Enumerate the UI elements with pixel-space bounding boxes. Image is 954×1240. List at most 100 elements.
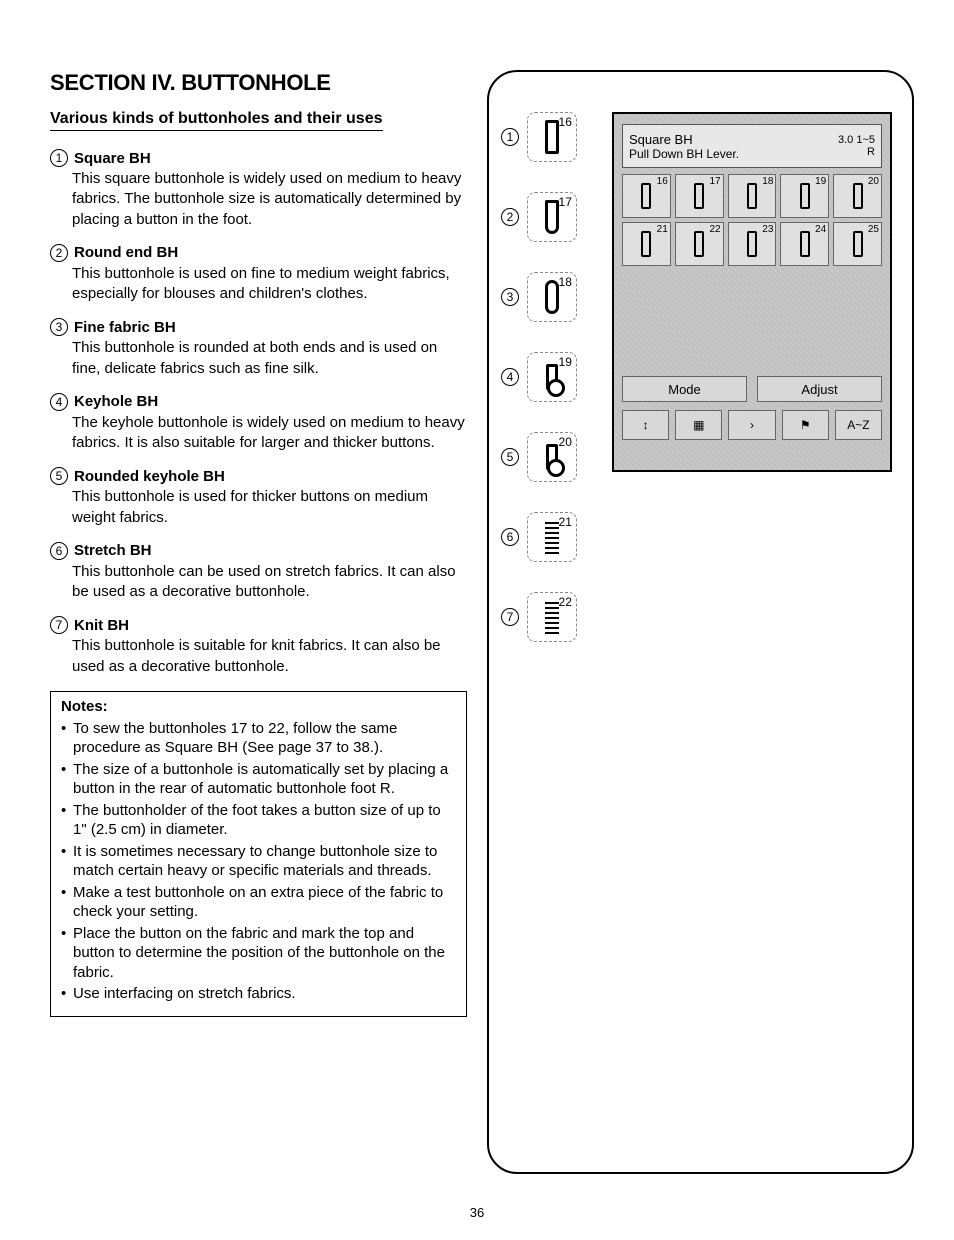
buttonhole-item: 2 Round end BH This buttonhole is used o… xyxy=(50,244,467,305)
stitch-number: 18 xyxy=(762,176,773,187)
buttonhole-shape-icon xyxy=(546,444,558,470)
reference-row: 6 21 xyxy=(501,512,892,562)
bottom-icon-4[interactable]: ⚑ xyxy=(782,410,829,440)
stitch-option[interactable]: 22 xyxy=(675,222,724,266)
note-bullet: Place the button on the fabric and mark … xyxy=(61,924,456,983)
note-bullet: The buttonholder of the foot takes a but… xyxy=(61,801,456,840)
stitch-icon xyxy=(747,183,757,209)
stitch-number: 20 xyxy=(868,176,879,187)
page-number: 36 xyxy=(470,1205,484,1220)
buttonhole-shape-icon xyxy=(545,520,559,554)
note-bullet: Use interfacing on stretch fabrics. xyxy=(61,984,456,1004)
buttonhole-item: 7 Knit BH This buttonhole is suitable fo… xyxy=(50,616,467,677)
stitch-option[interactable]: 25 xyxy=(833,222,882,266)
ref-label: 19 xyxy=(559,355,572,369)
bottom-icon-1[interactable]: ↕ xyxy=(622,410,669,440)
stitch-icon xyxy=(694,231,704,257)
buttonhole-icon-box: 16 xyxy=(527,112,577,162)
stitch-number: 24 xyxy=(815,224,826,235)
stitch-option[interactable]: 21 xyxy=(622,222,671,266)
screen-foot: R xyxy=(867,146,875,158)
screen-hint: Pull Down BH Lever. xyxy=(629,147,739,161)
buttonhole-shape-icon xyxy=(545,120,559,154)
bottom-icon-3[interactable]: › xyxy=(728,410,775,440)
item-title: Stretch BH xyxy=(74,542,152,559)
item-number: 4 xyxy=(50,393,68,411)
buttonhole-icon-box: 22 xyxy=(527,592,577,642)
stitch-option[interactable]: 18 xyxy=(728,174,777,218)
item-title: Fine fabric BH xyxy=(74,319,176,336)
stitch-icon xyxy=(800,183,810,209)
buttonhole-item: 4 Keyhole BH The keyhole buttonhole is w… xyxy=(50,393,467,454)
buttonhole-icon-box: 21 xyxy=(527,512,577,562)
ref-number: 2 xyxy=(501,208,519,226)
stitch-option[interactable]: 23 xyxy=(728,222,777,266)
stitch-option[interactable]: 20 xyxy=(833,174,882,218)
item-description: This buttonhole can be used on stretch f… xyxy=(72,562,467,603)
stitch-grid: 16 17 18 19 20 21 22 23 24 25 xyxy=(622,174,882,266)
ref-number: 5 xyxy=(501,448,519,466)
stitch-number: 25 xyxy=(868,224,879,235)
item-number: 1 xyxy=(50,149,68,167)
buttonhole-item: 5 Rounded keyhole BH This buttonhole is … xyxy=(50,467,467,528)
screen-title: Square BH xyxy=(629,132,739,147)
stitch-icon xyxy=(641,231,651,257)
stitch-number: 21 xyxy=(657,224,668,235)
stitch-number: 23 xyxy=(762,224,773,235)
buttonhole-shape-icon xyxy=(545,600,559,634)
note-bullet: It is sometimes necessary to change butt… xyxy=(61,842,456,881)
reference-row: 7 22 xyxy=(501,592,892,642)
ref-number: 7 xyxy=(501,608,519,626)
ref-label: 22 xyxy=(559,595,572,609)
mode-button[interactable]: Mode xyxy=(622,376,747,402)
stitch-icon xyxy=(800,231,810,257)
item-title: Round end BH xyxy=(74,244,178,261)
ref-number: 6 xyxy=(501,528,519,546)
screen-header: Square BH Pull Down BH Lever. 3.0 1~5 R xyxy=(622,124,882,168)
stitch-icon xyxy=(694,183,704,209)
notes-box: Notes: To sew the buttonholes 17 to 22, … xyxy=(50,691,467,1017)
adjust-button[interactable]: Adjust xyxy=(757,376,882,402)
buttonhole-item: 1 Square BH This square buttonhole is wi… xyxy=(50,149,467,230)
screen-params: 3.0 1~5 xyxy=(838,134,875,146)
buttonhole-icon-box: 18 xyxy=(527,272,577,322)
ref-label: 17 xyxy=(559,195,572,209)
buttonhole-item: 6 Stretch BH This buttonhole can be used… xyxy=(50,542,467,603)
item-title: Rounded keyhole BH xyxy=(74,468,225,485)
item-number: 6 xyxy=(50,542,68,560)
buttonhole-shape-icon xyxy=(546,364,558,390)
stitch-number: 17 xyxy=(709,176,720,187)
subtitle: Various kinds of buttonholes and their u… xyxy=(50,110,383,131)
ref-label: 18 xyxy=(559,275,572,289)
ref-number: 4 xyxy=(501,368,519,386)
az-button[interactable]: A~Z xyxy=(835,410,882,440)
buttonhole-shape-icon xyxy=(545,200,559,234)
buttonhole-shape-icon xyxy=(545,280,559,314)
stitch-option[interactable]: 24 xyxy=(780,222,829,266)
stitch-number: 22 xyxy=(709,224,720,235)
bottom-icon-2[interactable]: ▦ xyxy=(675,410,722,440)
section-title: SECTION IV. BUTTONHOLE xyxy=(50,70,467,96)
lcd-screen: Square BH Pull Down BH Lever. 3.0 1~5 R … xyxy=(612,112,892,472)
stitch-icon xyxy=(747,231,757,257)
stitch-icon xyxy=(641,183,651,209)
item-number: 3 xyxy=(50,318,68,336)
item-description: The keyhole buttonhole is widely used on… xyxy=(72,413,467,454)
item-title: Square BH xyxy=(74,150,151,167)
stitch-option[interactable]: 17 xyxy=(675,174,724,218)
buttonhole-item: 3 Fine fabric BH This buttonhole is roun… xyxy=(50,318,467,379)
item-title: Knit BH xyxy=(74,617,129,634)
buttonhole-icon-box: 17 xyxy=(527,192,577,242)
item-description: This buttonhole is used on fine to mediu… xyxy=(72,264,467,305)
buttonhole-icon-box: 20 xyxy=(527,432,577,482)
page-layout: SECTION IV. BUTTONHOLE Various kinds of … xyxy=(50,70,914,1174)
stitch-icon xyxy=(853,231,863,257)
stitch-option[interactable]: 19 xyxy=(780,174,829,218)
item-number: 5 xyxy=(50,467,68,485)
stitch-number: 16 xyxy=(657,176,668,187)
diagram-panel: 1 16 2 17 3 18 4 19 5 20 6 21 7 xyxy=(487,70,914,1174)
item-number: 2 xyxy=(50,244,68,262)
note-bullet: Make a test buttonhole on an extra piece… xyxy=(61,883,456,922)
note-bullet: To sew the buttonholes 17 to 22, follow … xyxy=(61,719,456,758)
stitch-option[interactable]: 16 xyxy=(622,174,671,218)
